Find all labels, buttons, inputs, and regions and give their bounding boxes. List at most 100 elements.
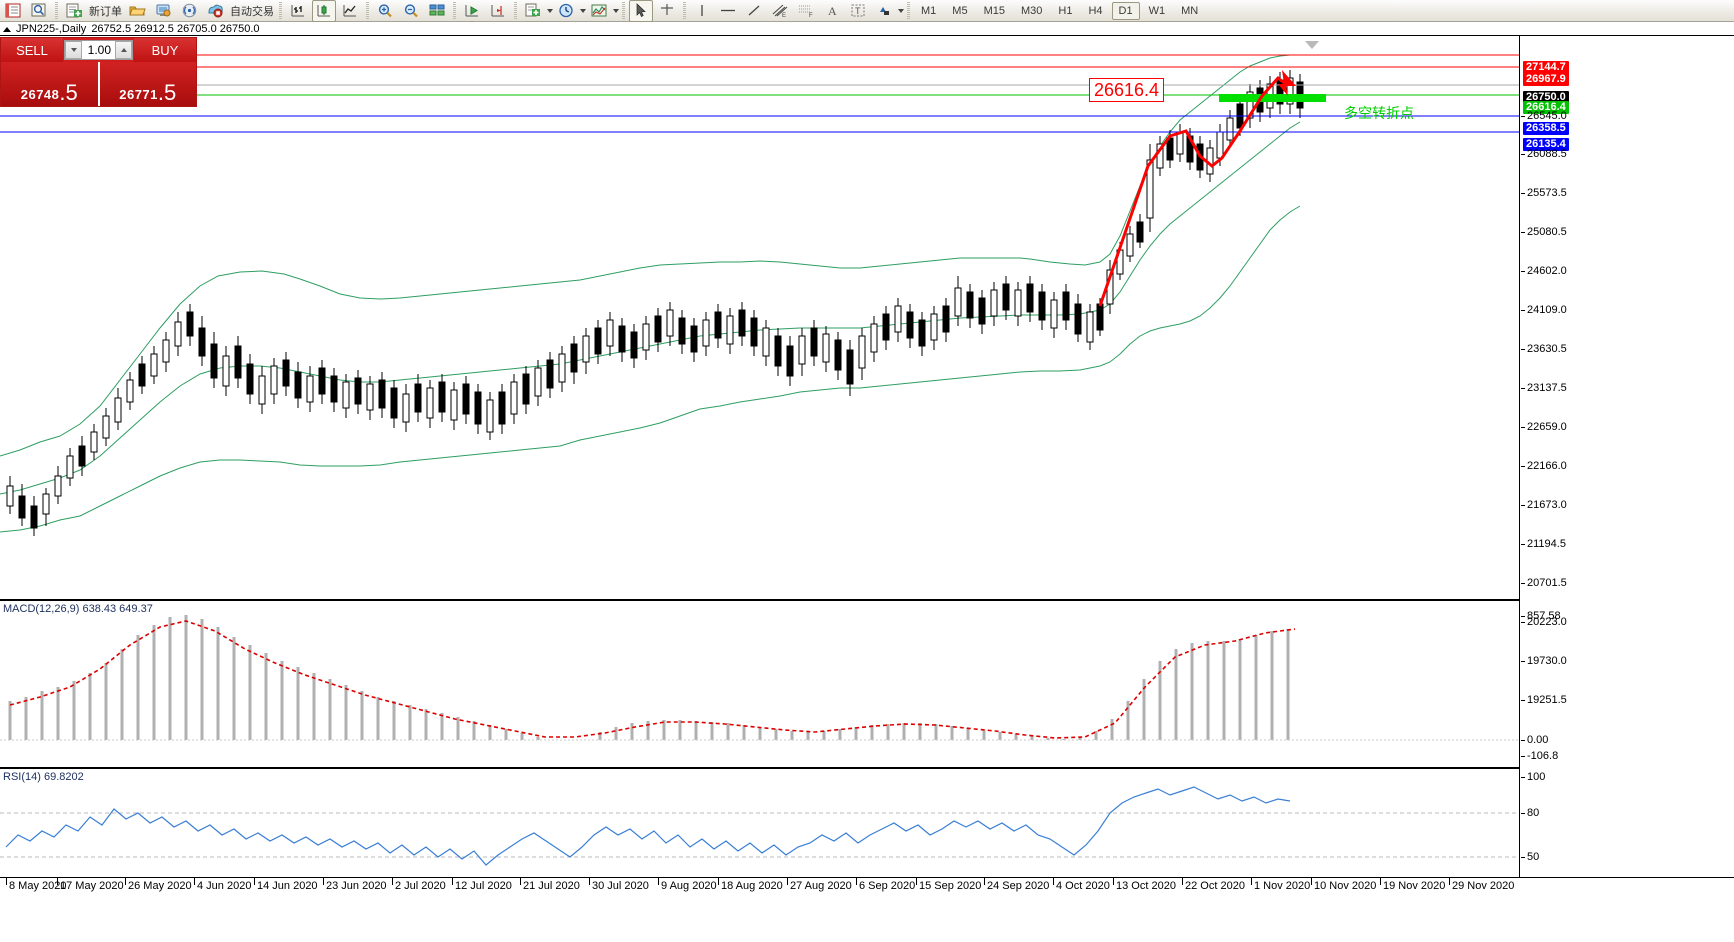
signals-icon[interactable] — [177, 0, 201, 22]
equidistant-channel-icon[interactable]: E — [768, 0, 792, 22]
chevron-down-icon[interactable] — [580, 8, 586, 13]
chevron-down-icon[interactable] — [547, 8, 553, 13]
periods-icon[interactable] — [554, 0, 578, 22]
chevron-down-icon[interactable] — [898, 8, 904, 13]
candlestick-chart-icon[interactable] — [312, 0, 336, 22]
chinese-note-annotation[interactable]: 多空转折点 — [1344, 106, 1414, 122]
terminal-icon[interactable] — [1, 0, 25, 22]
volume-value[interactable]: 1.00 — [87, 43, 111, 57]
price-level-label[interactable]: 26967.9 — [1523, 73, 1569, 86]
time-scale[interactable]: 8 May 2020 17 May 2020 26 May 2020 4 Jun 20… — [0, 877, 1734, 920]
new-order-label[interactable]: 新订单 — [89, 5, 122, 18]
price-tick: 20701.5 — [1521, 577, 1567, 589]
indicator-scale-tick: 80 — [1521, 807, 1539, 819]
timeframe-m30[interactable]: M30 — [1020, 4, 1043, 17]
price-tick: 25080.5 — [1521, 226, 1567, 238]
shapes-icon[interactable] — [872, 0, 896, 22]
price-tick: 23630.5 — [1521, 343, 1567, 355]
chart-shift-marker-icon[interactable] — [1305, 41, 1319, 49]
time-tick-label: 2 Jul 2020 — [395, 880, 446, 892]
crosshair-icon[interactable] — [655, 0, 679, 22]
trade-prices-row: 26748 .5 26771 .5 — [1, 62, 196, 106]
buy-button[interactable]: BUY — [134, 38, 196, 62]
buy-price-decimal: .5 — [157, 80, 177, 105]
one-click-trading-panel[interactable]: SELL 1.00 BUY 26748 .5 26771 .5 — [0, 37, 197, 107]
new-order-icon[interactable] — [62, 0, 86, 22]
price-level-label[interactable]: 26616.4 — [1523, 101, 1569, 114]
timeframe-h4[interactable]: H4 — [1088, 4, 1103, 17]
price-level-label[interactable]: 26750.0 — [1523, 91, 1569, 104]
price-pane[interactable] — [0, 36, 1520, 600]
text-label-icon[interactable]: T — [846, 0, 870, 22]
macd-pane[interactable]: MACD(12,26,9) 638.43 649.37 — [0, 600, 1520, 768]
timeframe-mn[interactable]: MN — [1181, 4, 1199, 17]
timeframe-h1[interactable]: H1 — [1058, 4, 1073, 17]
time-tick-label: 19 Nov 2020 — [1383, 880, 1446, 892]
volume-stepper[interactable]: 1.00 — [64, 40, 133, 60]
time-tick-label: 1 Nov 2020 — [1254, 880, 1311, 892]
text-icon[interactable]: A — [820, 0, 844, 22]
volume-decrement-button[interactable] — [65, 41, 82, 59]
metaeditor-icon[interactable] — [203, 0, 227, 22]
toolbar-separator — [622, 1, 625, 20]
autotrading-label[interactable]: 自动交易 — [230, 5, 274, 18]
timeframe-m1[interactable]: M1 — [921, 4, 937, 17]
expert-advisor-icon[interactable] — [151, 0, 175, 22]
market-watch-icon[interactable] — [27, 0, 51, 22]
time-tick-label: 12 Jul 2020 — [455, 880, 512, 892]
horizontal-line-icon[interactable] — [716, 0, 740, 22]
line-chart-icon[interactable] — [338, 0, 362, 22]
time-tick-label: 30 Jul 2020 — [592, 880, 649, 892]
zoom-in-icon[interactable] — [373, 0, 397, 22]
macd-chart-svg — [0, 615, 1520, 741]
auto-scroll-icon[interactable] — [460, 0, 484, 22]
time-tick-mark — [392, 878, 393, 885]
price-tick: 26545.0 — [1521, 110, 1567, 122]
bar-chart-icon[interactable] — [286, 0, 310, 22]
indicator-scale-tick: 100 — [1521, 771, 1545, 783]
price-level-label[interactable]: 26135.4 — [1523, 138, 1569, 151]
trendline-icon[interactable] — [742, 0, 766, 22]
indicator-scale-tick: 0.00 — [1521, 734, 1548, 746]
cursor-icon[interactable] — [629, 0, 653, 22]
time-tick-label: 24 Sep 2020 — [987, 880, 1050, 892]
sell-button[interactable]: SELL — [1, 38, 63, 62]
price-chart-svg — [0, 54, 1520, 536]
timeframe-m15[interactable]: M15 — [983, 4, 1005, 17]
folder-icon[interactable] — [125, 0, 149, 22]
price-tick: 24109.0 — [1521, 304, 1567, 316]
price-level-label[interactable]: 26358.5 — [1523, 122, 1569, 135]
toolbar-separator — [907, 1, 910, 20]
price-tick: 22659.0 — [1521, 421, 1567, 433]
toolbar-separator — [366, 1, 369, 20]
vertical-line-icon[interactable] — [690, 0, 714, 22]
zoom-out-icon[interactable] — [399, 0, 423, 22]
price-level-label[interactable]: 27144.7 — [1523, 61, 1569, 74]
svg-text:F: F — [809, 13, 813, 18]
time-tick-label: 9 Aug 2020 — [661, 880, 717, 892]
timeframe-w1[interactable]: W1 — [1148, 4, 1166, 17]
fibonacci-icon[interactable]: F — [794, 0, 818, 22]
time-tick-mark — [1053, 878, 1054, 885]
sell-price[interactable]: 26748 .5 — [1, 62, 98, 106]
indicator-scale-tick: 50 — [1521, 851, 1539, 863]
volume-increment-button[interactable] — [115, 41, 132, 59]
timeframe-m5[interactable]: M5 — [952, 4, 968, 17]
buy-price[interactable]: 26771 .5 — [97, 62, 196, 106]
collapse-triangle-icon[interactable] — [3, 26, 11, 32]
tile-windows-icon[interactable] — [425, 0, 449, 22]
indicators-icon[interactable] — [521, 0, 545, 22]
price-tick: 25573.5 — [1521, 187, 1567, 199]
time-tick-mark — [856, 878, 857, 885]
symbol-name: JPN225-,Daily — [16, 23, 87, 35]
chevron-down-icon[interactable] — [613, 8, 619, 13]
price-tick: 20223.0 — [1521, 616, 1567, 628]
price-scale[interactable]: 27144.7 26967.9 26750.0 26616.4 26545.0 26358… — [1521, 36, 1734, 905]
chart-shift-icon[interactable] — [486, 0, 510, 22]
time-tick-label: 18 Aug 2020 — [721, 880, 783, 892]
timeframe-d1[interactable]: D1 — [1111, 1, 1140, 20]
price-annotation-box[interactable]: 26616.4 — [1089, 78, 1165, 102]
templates-icon[interactable] — [587, 0, 611, 22]
rsi-chart-svg — [0, 786, 1520, 866]
time-tick-mark — [125, 878, 126, 885]
